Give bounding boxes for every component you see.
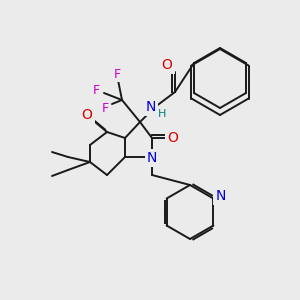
Text: H: H bbox=[158, 109, 166, 119]
Text: F: F bbox=[92, 85, 100, 98]
Text: O: O bbox=[162, 58, 172, 72]
Text: F: F bbox=[113, 68, 121, 80]
Text: O: O bbox=[168, 131, 178, 145]
Text: N: N bbox=[215, 188, 226, 203]
Text: O: O bbox=[82, 108, 92, 122]
Text: N: N bbox=[147, 151, 157, 165]
Text: F: F bbox=[101, 103, 109, 116]
Text: N: N bbox=[146, 100, 156, 114]
